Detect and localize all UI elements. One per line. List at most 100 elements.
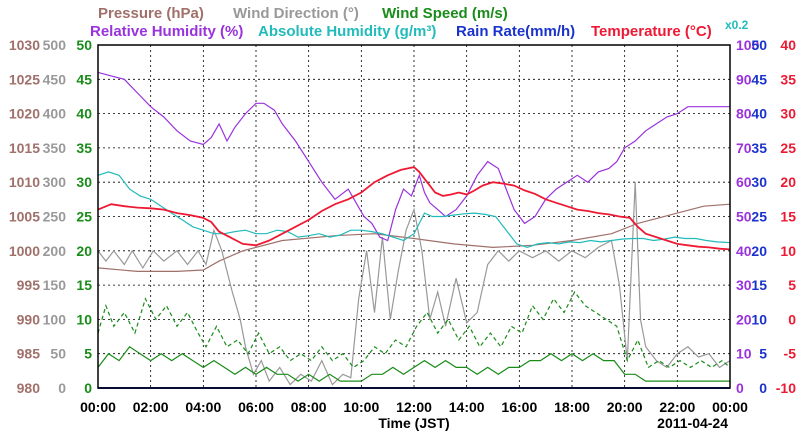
tick-humidity: 80 <box>736 106 752 122</box>
series-wind-speed-max- <box>97 290 731 369</box>
series-temperature <box>97 166 731 251</box>
tick-x: 06:00 <box>238 399 274 415</box>
tick-wind_speed: 15 <box>76 277 92 293</box>
x-axis-label: Time (JST) <box>378 415 449 431</box>
legend-temperature-c: Temperature (°C) <box>591 23 712 40</box>
tick-wind_speed: 5 <box>84 346 92 362</box>
tick-wind_direction: 400 <box>43 106 67 122</box>
series-pressure <box>97 203 731 272</box>
tick-rain_rate: 40 <box>751 106 767 122</box>
tick-pressure: 1025 <box>9 71 40 87</box>
tick-x: 16:00 <box>501 399 537 415</box>
tick-wind_direction: 500 <box>43 37 67 53</box>
legend-pressure-hpa: Pressure (hPa) <box>98 5 204 22</box>
tick-humidity: 90 <box>736 71 752 87</box>
tick-temperature: -5 <box>784 346 797 362</box>
legend: Pressure (hPa) Wind Direction (°) Wind Spe… <box>90 5 712 40</box>
legend-relative-humidity: Relative Humidity (%) <box>90 23 243 40</box>
tick-wind_speed: 20 <box>76 243 92 259</box>
tick-x: 00:00 <box>712 399 748 415</box>
tick-humidity: 20 <box>736 311 752 327</box>
tick-wind_direction: 300 <box>43 174 67 190</box>
tick-rain_rate: 35 <box>751 140 767 156</box>
tick-humidity: 60 <box>736 174 752 190</box>
tick-x: 08:00 <box>291 399 327 415</box>
tick-rain_rate: 10 <box>751 311 767 327</box>
tick-wind_direction: 50 <box>50 346 66 362</box>
tick-rain_rate: 30 <box>751 174 767 190</box>
tick-wind_direction: 150 <box>43 277 67 293</box>
tick-humidity: 50 <box>736 209 752 225</box>
tick-x: 14:00 <box>449 399 485 415</box>
abs-humidity-scale-note: x0.2 <box>725 18 749 32</box>
tick-rain_rate: 25 <box>751 209 767 225</box>
date-label: 2011-04-24 <box>657 415 728 431</box>
tick-x: 12:00 <box>396 399 432 415</box>
tick-wind_speed: 45 <box>76 71 92 87</box>
tick-pressure: 1000 <box>9 243 40 259</box>
tick-pressure: 1005 <box>9 209 40 225</box>
tick-wind_direction: 200 <box>43 243 67 259</box>
tick-pressure: 995 <box>17 277 41 293</box>
tick-x: 10:00 <box>343 399 379 415</box>
tick-temperature: -10 <box>776 380 796 396</box>
tick-humidity: 0 <box>736 380 744 396</box>
tick-humidity: 100 <box>736 37 760 53</box>
tick-x: 18:00 <box>554 399 590 415</box>
tick-x: 04:00 <box>185 399 221 415</box>
tick-pressure: 1020 <box>9 106 40 122</box>
series-relative-humidity <box>97 71 730 242</box>
tick-temperature: 30 <box>780 106 796 122</box>
tick-rain_rate: 45 <box>751 71 767 87</box>
tick-pressure: 990 <box>17 311 41 327</box>
tick-temperature: 25 <box>780 140 796 156</box>
tick-pressure: 1010 <box>9 174 40 190</box>
tick-rain_rate: 5 <box>759 346 767 362</box>
tick-rain_rate: 0 <box>759 380 767 396</box>
tick-pressure: 1015 <box>9 140 40 156</box>
tick-x: 02:00 <box>133 399 169 415</box>
tick-wind_direction: 0 <box>58 380 66 396</box>
tick-wind_speed: 35 <box>76 140 92 156</box>
tick-temperature: 0 <box>788 311 796 327</box>
tick-temperature: 20 <box>780 174 796 190</box>
tick-wind_speed: 30 <box>76 174 92 190</box>
series-wind-speed-mean- <box>97 345 730 382</box>
tick-wind_speed: 0 <box>84 380 92 396</box>
tick-rain_rate: 15 <box>751 277 767 293</box>
tick-wind_direction: 350 <box>43 140 67 156</box>
tick-wind_direction: 250 <box>43 209 67 225</box>
tick-temperature: 10 <box>780 243 796 259</box>
tick-humidity: 10 <box>736 346 752 362</box>
tick-wind_speed: 10 <box>76 311 92 327</box>
plot-frame <box>97 44 731 389</box>
tick-wind_speed: 25 <box>76 209 92 225</box>
series-absolute-humidity <box>97 171 731 249</box>
legend-absolute-humidity-g-m: Absolute Humidity (g/m³) <box>258 23 436 40</box>
tick-temperature: 5 <box>788 277 796 293</box>
tick-pressure: 985 <box>17 346 41 362</box>
tick-x: 20:00 <box>607 399 643 415</box>
tick-rain_rate: 20 <box>751 243 767 259</box>
tick-x: 22:00 <box>659 399 695 415</box>
tick-wind_speed: 50 <box>76 37 92 53</box>
tick-wind_speed: 40 <box>76 106 92 122</box>
legend-wind-direction: Wind Direction (°) <box>233 5 359 22</box>
tick-pressure: 1030 <box>9 37 40 53</box>
tick-humidity: 70 <box>736 140 752 156</box>
tick-temperature: 40 <box>780 37 796 53</box>
tick-humidity: 40 <box>736 243 752 259</box>
tick-humidity: 30 <box>736 277 752 293</box>
legend-rain-rate-mm-h: Rain Rate(mm/h) <box>456 23 575 40</box>
tick-wind_direction: 450 <box>43 71 67 87</box>
tick-temperature: 15 <box>780 209 796 225</box>
tick-temperature: 35 <box>780 71 796 87</box>
axis-labels: 9809859909951000100510101015102010251030… <box>9 37 796 415</box>
tick-x: 00:00 <box>80 399 116 415</box>
legend-wind-speed-m-s: Wind Speed (m/s) <box>382 5 508 22</box>
tick-wind_direction: 100 <box>43 311 67 327</box>
tick-pressure: 980 <box>17 380 41 396</box>
tick-rain_rate: 50 <box>751 37 767 53</box>
